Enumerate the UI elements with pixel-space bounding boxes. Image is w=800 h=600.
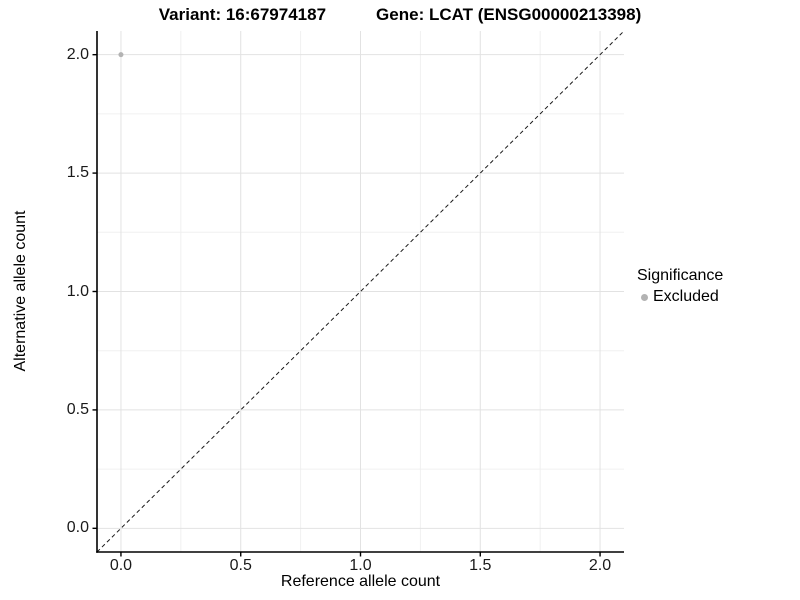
x-tick-label: 1.0 [349, 557, 372, 574]
y-axis-title: Alternative allele count [12, 210, 29, 372]
x-tick-label: 0.0 [109, 557, 133, 574]
legend: Significance Excluded [637, 267, 723, 306]
identity-line [96, 30, 625, 553]
legend-point-icon [641, 293, 648, 301]
legend-item-excluded: Excluded [637, 288, 723, 306]
x-tick-label: 0.5 [229, 557, 252, 574]
y-tick-label: 2.0 [66, 45, 89, 63]
y-tick-label: 0.5 [66, 400, 89, 418]
x-axis-title: Reference allele count [280, 573, 441, 590]
chart-title: Variant: 16:67974187 Gene: LCAT (ENSG000… [0, 5, 800, 25]
data-point-excluded [118, 52, 124, 58]
chart-title-variant: Variant: 16:67974187 [158, 5, 327, 24]
y-tick-label: 1.0 [66, 282, 89, 300]
x-tick-label: 2.0 [588, 557, 612, 574]
y-tick-label: 1.5 [66, 164, 89, 182]
legend-item-label: Excluded [653, 288, 719, 305]
legend-title: Significance [637, 267, 724, 284]
chart-title-gene: Gene: LCAT (ENSG00000213398) [376, 5, 642, 24]
y-tick-label: 0.0 [66, 519, 89, 537]
x-tick-label: 1.5 [469, 557, 492, 574]
